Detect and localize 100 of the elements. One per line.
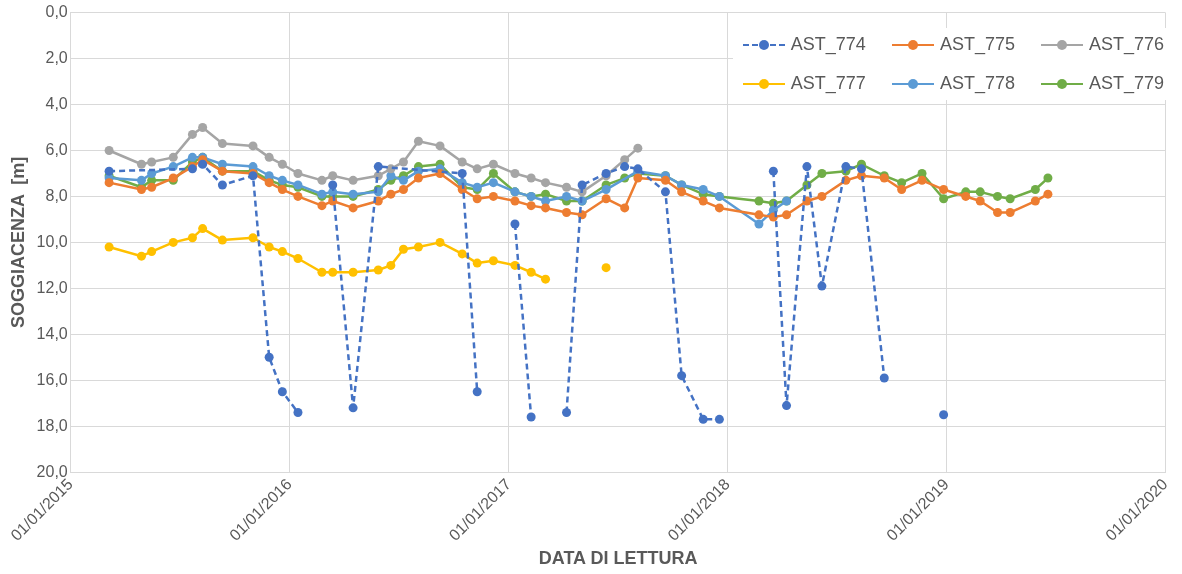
point — [293, 253, 303, 263]
point — [526, 173, 536, 183]
y-tick-label: 18,0 — [36, 416, 68, 434]
point — [562, 191, 572, 201]
point — [472, 194, 482, 204]
point — [277, 175, 287, 185]
legend-label: AST_777 — [790, 73, 866, 94]
point — [348, 403, 358, 413]
point — [373, 265, 383, 275]
y-tick-label: 14,0 — [36, 324, 68, 342]
point — [187, 233, 197, 243]
legend-label: AST_778 — [939, 73, 1015, 94]
point — [754, 219, 764, 229]
point — [510, 168, 520, 178]
point — [677, 187, 687, 197]
point — [398, 244, 408, 254]
point — [373, 162, 383, 172]
legend-label: AST_776 — [1088, 34, 1164, 55]
point — [698, 185, 708, 195]
point — [620, 162, 630, 172]
point — [488, 159, 498, 169]
point — [698, 414, 708, 424]
point — [488, 178, 498, 188]
point — [510, 219, 520, 229]
point — [577, 180, 587, 190]
point — [488, 168, 498, 178]
point — [1030, 196, 1040, 206]
point — [620, 203, 630, 213]
y-tick-label: 2,0 — [45, 48, 68, 66]
point — [562, 407, 572, 417]
point — [457, 157, 467, 167]
point — [472, 164, 482, 174]
point — [104, 166, 114, 176]
point — [975, 187, 985, 197]
point — [541, 203, 551, 213]
legend-label: AST_774 — [790, 34, 866, 55]
point — [856, 164, 866, 174]
point — [104, 145, 114, 155]
point — [526, 412, 536, 422]
point — [841, 162, 851, 172]
point — [677, 371, 687, 381]
point — [633, 173, 643, 183]
point — [754, 196, 764, 206]
point — [961, 191, 971, 201]
point — [817, 191, 827, 201]
point — [147, 157, 157, 167]
point — [714, 203, 724, 213]
point — [510, 196, 520, 206]
point — [248, 141, 258, 151]
point — [136, 159, 146, 169]
point — [782, 401, 792, 411]
point — [768, 166, 778, 176]
point — [939, 194, 949, 204]
y-tick-label: 10,0 — [36, 232, 68, 250]
point — [317, 175, 327, 185]
x-axis-title: DATA DI LETTURA — [538, 548, 698, 569]
point — [541, 178, 551, 188]
y-tick-label: 6,0 — [45, 140, 68, 158]
point — [714, 414, 724, 424]
point — [198, 159, 208, 169]
point — [413, 136, 423, 146]
point — [472, 387, 482, 397]
point — [413, 173, 423, 183]
legend-label: AST_775 — [939, 34, 1015, 55]
point — [660, 175, 670, 185]
y-tick-label: 4,0 — [45, 94, 68, 112]
point — [1043, 189, 1053, 199]
point — [264, 352, 274, 362]
point — [328, 267, 338, 277]
point — [698, 196, 708, 206]
point — [601, 194, 611, 204]
point — [264, 242, 274, 252]
point — [248, 233, 258, 243]
point — [817, 281, 827, 291]
point — [917, 175, 927, 185]
point — [488, 256, 498, 266]
y-tick-label: 20,0 — [36, 462, 68, 480]
point — [277, 247, 287, 257]
point — [136, 175, 146, 185]
point — [488, 191, 498, 201]
point — [217, 139, 227, 149]
point — [562, 208, 572, 218]
point — [147, 182, 157, 192]
point — [147, 247, 157, 257]
point — [104, 178, 114, 188]
y-axis-title: SOGGIACENZA [m] — [7, 156, 28, 329]
point — [348, 175, 358, 185]
point — [897, 185, 907, 195]
point — [398, 185, 408, 195]
point — [1030, 185, 1040, 195]
point — [348, 203, 358, 213]
point — [601, 185, 611, 195]
point — [472, 258, 482, 268]
point — [386, 189, 396, 199]
point — [277, 387, 287, 397]
point — [975, 196, 985, 206]
point — [526, 201, 536, 211]
legend-label: AST_779 — [1088, 73, 1164, 94]
y-tick-label: 16,0 — [36, 370, 68, 388]
y-tick-label: 8,0 — [45, 186, 68, 204]
